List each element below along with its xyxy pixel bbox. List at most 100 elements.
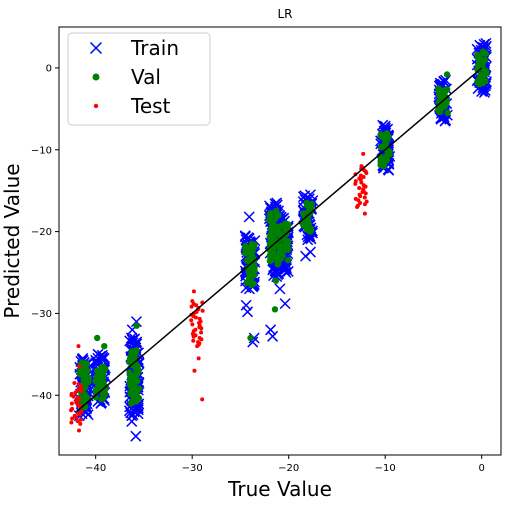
test-point-79 bbox=[362, 195, 367, 200]
x-axis-label: True Value bbox=[227, 477, 332, 501]
y-tick-label-1: −30 bbox=[31, 309, 52, 320]
val-point-71 bbox=[93, 367, 101, 375]
test-point-104 bbox=[362, 211, 367, 216]
train-point-254 bbox=[241, 306, 254, 318]
train-point-196 bbox=[130, 430, 142, 442]
series-val bbox=[76, 48, 490, 411]
val-point-128 bbox=[133, 347, 140, 354]
train-point-585 bbox=[480, 37, 492, 49]
legend-label-test: Test bbox=[130, 94, 171, 118]
val-point-373 bbox=[474, 51, 481, 58]
test-point-102 bbox=[359, 164, 364, 169]
train-point-394 bbox=[274, 283, 286, 295]
test-point-11 bbox=[70, 406, 75, 411]
val-point-170 bbox=[247, 334, 254, 342]
test-point-78 bbox=[353, 196, 358, 201]
test-point-33 bbox=[76, 428, 81, 433]
y-tick-label-0: −40 bbox=[31, 391, 52, 402]
val-point-75 bbox=[99, 363, 106, 370]
val-point-277 bbox=[300, 210, 307, 217]
test-point-0 bbox=[78, 421, 83, 426]
test-point-103 bbox=[361, 151, 366, 156]
test-point-32 bbox=[77, 364, 82, 369]
train-point-110 bbox=[96, 349, 108, 361]
legend-marker-train bbox=[89, 41, 103, 55]
val-point-224 bbox=[284, 257, 292, 264]
train-point-444 bbox=[300, 250, 312, 262]
y-tick-label-3: −10 bbox=[31, 145, 52, 156]
test-point-40 bbox=[197, 335, 202, 340]
test-point-38 bbox=[191, 338, 196, 343]
test-point-22 bbox=[69, 391, 74, 396]
legend-item-val: Val bbox=[92, 65, 161, 89]
legend-box bbox=[67, 32, 211, 126]
train-point-111 bbox=[92, 348, 104, 360]
train-point-333 bbox=[265, 324, 277, 336]
legend-marker-test bbox=[93, 103, 99, 109]
test-point-50 bbox=[190, 322, 195, 327]
val-point-77 bbox=[101, 342, 108, 350]
val-point-343 bbox=[435, 85, 442, 92]
train-point-251 bbox=[239, 230, 251, 242]
val-point-259 bbox=[282, 220, 289, 227]
test-point-81 bbox=[357, 192, 362, 197]
test-point-31 bbox=[76, 344, 81, 349]
test-point-53 bbox=[189, 318, 194, 323]
test-point-71 bbox=[200, 397, 205, 402]
val-point-76 bbox=[94, 334, 101, 342]
val-point-221 bbox=[272, 207, 280, 215]
legend: Train Val Test bbox=[67, 32, 211, 126]
val-point-219 bbox=[267, 210, 274, 217]
legend-label-train: Train bbox=[130, 36, 179, 60]
val-point-129 bbox=[133, 322, 140, 329]
val-point-223 bbox=[271, 306, 279, 313]
x-tick-label-1: −30 bbox=[182, 463, 203, 474]
train-point-334 bbox=[267, 330, 279, 342]
test-point-88 bbox=[361, 183, 366, 188]
train-point-491 bbox=[377, 119, 389, 131]
test-point-86 bbox=[357, 185, 362, 190]
test-point-67 bbox=[190, 299, 195, 304]
x-tick-label-0: −40 bbox=[85, 463, 106, 474]
legend-marker-val bbox=[92, 73, 100, 81]
test-point-44 bbox=[199, 330, 204, 335]
plot-area bbox=[69, 37, 493, 442]
val-point-318 bbox=[377, 131, 384, 138]
test-point-30 bbox=[72, 380, 77, 385]
test-point-68 bbox=[191, 289, 196, 294]
val-point-344 bbox=[443, 71, 451, 78]
val-point-222 bbox=[272, 277, 280, 284]
test-point-95 bbox=[358, 173, 363, 178]
test-point-85 bbox=[361, 187, 366, 192]
train-point-112 bbox=[98, 352, 110, 364]
val-point-107 bbox=[126, 369, 133, 376]
val-point-286 bbox=[308, 200, 316, 208]
val-point-238 bbox=[277, 242, 284, 249]
legend-item-train: Train bbox=[89, 36, 179, 60]
x-tick-label-3: −10 bbox=[375, 463, 396, 474]
train-point-255 bbox=[248, 332, 260, 344]
test-point-76 bbox=[364, 199, 369, 204]
train-point-252 bbox=[243, 211, 255, 223]
train-point-442 bbox=[304, 189, 316, 201]
test-point-2 bbox=[75, 419, 80, 424]
test-point-37 bbox=[196, 340, 201, 345]
train-point-490 bbox=[379, 120, 391, 132]
test-point-60 bbox=[200, 308, 205, 313]
test-point-6 bbox=[72, 413, 77, 418]
val-point-167 bbox=[242, 242, 249, 250]
test-point-73 bbox=[355, 203, 360, 208]
y-tick-label-2: −20 bbox=[31, 227, 52, 238]
legend-label-val: Val bbox=[131, 65, 161, 89]
val-point-287 bbox=[303, 199, 310, 207]
train-point-332 bbox=[271, 197, 283, 209]
train-point-330 bbox=[271, 199, 283, 211]
val-point-342 bbox=[444, 86, 451, 93]
test-point-4 bbox=[70, 416, 75, 421]
train-point-191 bbox=[129, 333, 141, 345]
y-tick-label-4: 0 bbox=[46, 63, 52, 74]
train-point-395 bbox=[279, 298, 291, 310]
x-axis: −40 −30 −20 −10 0 bbox=[85, 455, 485, 474]
x-tick-label-4: 0 bbox=[479, 463, 485, 474]
